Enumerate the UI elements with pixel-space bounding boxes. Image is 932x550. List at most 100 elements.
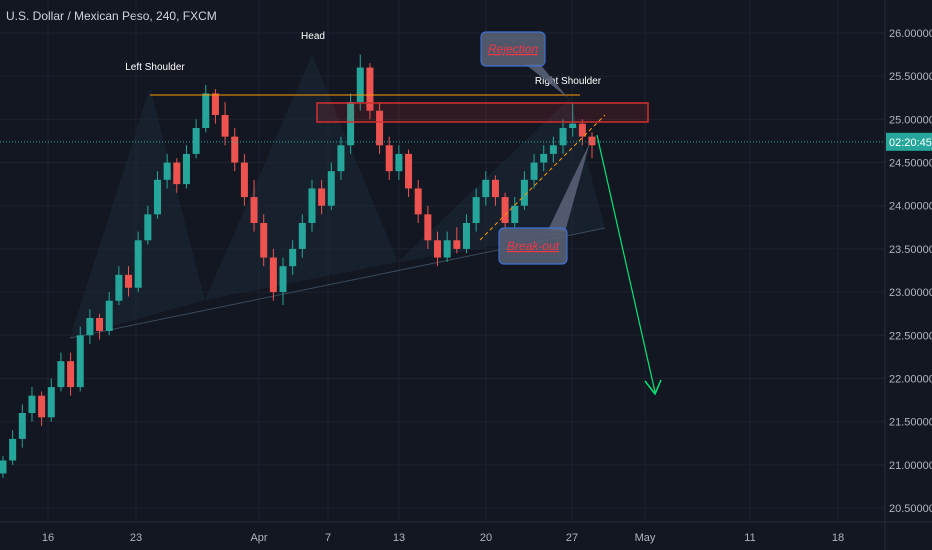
- left-shoulder-label: Left Shoulder: [125, 62, 185, 73]
- candle-body: [308, 188, 316, 223]
- breakout-trendline: [479, 114, 606, 241]
- price-tick-label: 25.50000: [889, 71, 932, 83]
- time-tick-label: 23: [130, 532, 142, 544]
- candle-body: [115, 274, 123, 301]
- breakout-callout: [498, 227, 568, 265]
- price-tick-label: 25.00000: [889, 114, 932, 126]
- candle-body: [182, 153, 190, 185]
- time-tick-label: 20: [480, 532, 492, 544]
- price-tick-label: 26.00000: [889, 28, 932, 40]
- candle-body: [443, 240, 451, 258]
- rejection-callout-pointer: [525, 64, 568, 98]
- candle-body: [356, 67, 364, 103]
- overlay-lines: [0, 94, 885, 396]
- candle-body: [18, 413, 26, 439]
- chart-grid: [0, 0, 885, 522]
- candle-body: [337, 145, 345, 172]
- candle-body: [86, 318, 94, 336]
- candle-body: [472, 197, 480, 223]
- candle-body: [260, 223, 268, 258]
- candle-body: [221, 115, 229, 137]
- candle-body: [47, 387, 55, 418]
- candle-body: [462, 223, 470, 249]
- candle-body: [424, 214, 432, 241]
- candle-body: [96, 318, 104, 331]
- price-tick-label: 21.00000: [889, 460, 932, 472]
- price-tick-label: 21.50000: [889, 417, 932, 429]
- candle-body: [318, 188, 326, 206]
- candle-body: [173, 162, 181, 185]
- price-tick-label: 20.50000: [889, 503, 932, 515]
- candle-body: [28, 395, 36, 413]
- price-tick-label: 22.00000: [889, 373, 932, 385]
- candle-body: [559, 128, 567, 146]
- candle-body: [134, 240, 142, 288]
- candlestick-series: [0, 54, 596, 478]
- candle-body: [482, 179, 490, 198]
- candle-body: [67, 361, 75, 388]
- time-tick-label: Apr: [250, 532, 267, 544]
- rejection-callout: [480, 31, 546, 67]
- candle-body: [385, 145, 393, 172]
- candle-body: [540, 153, 548, 163]
- projection-arrow-line: [596, 134, 656, 393]
- candle-body: [453, 240, 461, 249]
- candle-body: [530, 162, 538, 180]
- rejection-text: Rejection: [488, 42, 538, 56]
- candle-body: [405, 153, 413, 189]
- candle-body: [153, 179, 161, 215]
- candle-body: [269, 257, 277, 293]
- time-tick-label: 27: [566, 532, 578, 544]
- head-shape: [205, 55, 398, 300]
- resistance-zone: [316, 102, 649, 123]
- candle-body: [202, 93, 210, 128]
- price-axis: 26.00000 25.50000 25.00000 24.50000 24.00000…: [884, 0, 932, 550]
- candle-body: [327, 171, 335, 206]
- time-tick-label: 16: [42, 532, 54, 544]
- candle-body: [549, 145, 557, 154]
- candle-body: [105, 300, 113, 331]
- candle-body: [578, 123, 586, 137]
- candle-body: [414, 188, 422, 215]
- time-tick-label: 18: [832, 532, 844, 544]
- candle-body: [0, 460, 7, 474]
- candle-body: [511, 205, 519, 223]
- candle-body: [376, 110, 384, 146]
- candle-body: [588, 136, 596, 146]
- price-tick-label: 24.00000: [889, 201, 932, 213]
- time-tick-label: 11: [744, 532, 755, 544]
- candle-body: [491, 179, 499, 198]
- candle-body: [231, 136, 239, 163]
- time-tick-label: 13: [393, 532, 405, 544]
- price-tick-label: 22.50000: [889, 330, 932, 342]
- right-shoulder-label: Right Shoulder: [535, 76, 602, 87]
- current-price-badge: [886, 132, 932, 151]
- candle-body: [298, 223, 306, 249]
- candle-body: [279, 266, 287, 293]
- time-axis: 16 23 Apr 7 13 20 27 May 11 18: [0, 521, 932, 544]
- candle-body: [347, 102, 355, 146]
- chart-title: U.S. Dollar / Mexican Peso, 240, FXCM: [6, 9, 217, 23]
- candle-body: [501, 197, 509, 223]
- candle-body: [57, 361, 65, 388]
- time-tick-label: 7: [325, 532, 331, 544]
- breakout-text: Break-out: [507, 239, 560, 253]
- candle-body: [520, 179, 528, 206]
- head-label: Head: [301, 31, 325, 42]
- candle-body: [192, 128, 200, 154]
- candle-body: [250, 197, 258, 223]
- candle-body: [9, 438, 17, 461]
- candle-body: [569, 123, 577, 128]
- candle-body: [76, 335, 84, 388]
- candle-body: [211, 93, 219, 116]
- price-tick-label: 24.50000: [889, 158, 932, 170]
- candle-body: [434, 240, 442, 258]
- time-tick-label: May: [635, 532, 656, 544]
- breakout-callout-pointer: [548, 142, 590, 232]
- candle-body: [395, 153, 403, 172]
- current-price-time: 02:20:45: [889, 137, 932, 149]
- projection-arrow-head: [644, 379, 662, 396]
- annotations: Left Shoulder Head Right Shoulder Rejection…: [125, 31, 602, 265]
- candle-body: [144, 214, 152, 241]
